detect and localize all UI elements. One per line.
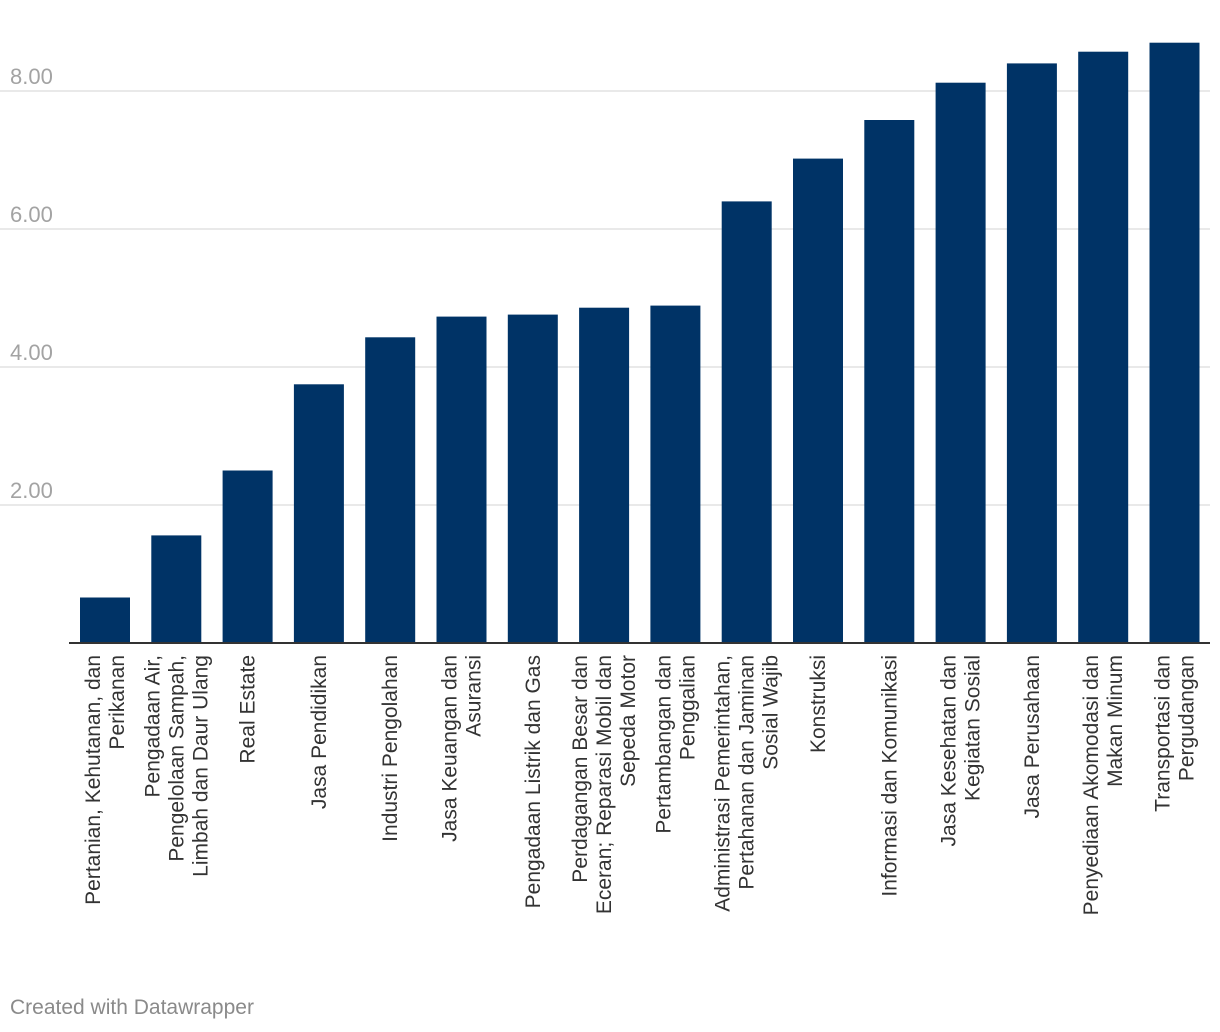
x-tick-label: Perdagangan Besar danEceran; Reparasi Mo… (569, 655, 640, 914)
x-tick-label-line: Industri Pengolahan (379, 655, 402, 842)
x-tick-label-line: Jasa Kesehatan dan (938, 655, 961, 846)
bar (935, 82, 986, 643)
bar (507, 314, 558, 643)
chart-canvas: 2.00 4.00 6.00 8.00 Pertanian, Kehutanan, d… (0, 42, 1210, 915)
bar (721, 201, 772, 643)
x-tick-label-line: Konstruksi (807, 655, 830, 753)
bar (650, 305, 701, 643)
x-tick-label-line: Pengadaan Listrik dan Gas (522, 655, 545, 908)
y-tick-label: 2.00 (10, 478, 53, 503)
x-tick-label: Jasa Perusahaan (1021, 655, 1044, 818)
x-tick-label: Industri Pengolahan (379, 655, 402, 842)
credit-text: Created with Datawrapper (10, 996, 254, 1019)
x-tick-label-line: Transportasi dan (1152, 655, 1175, 812)
x-tick-label-line: Informasi dan Komunikasi (878, 655, 901, 897)
x-tick-label-line: Penggalian (676, 655, 699, 760)
x-tick-label-line: Administrasi Pemerintahan, (712, 655, 735, 912)
bar (579, 307, 630, 643)
x-tick-label: Pengadaan Air,Pengelolaan Sampah,Limbah … (141, 655, 212, 877)
x-tick-label-line: Pergudangan (1176, 655, 1199, 781)
x-tick-label-line: Pertambangan dan (652, 655, 675, 834)
x-tick-label: Pertanian, Kehutanan, danPerikanan (82, 655, 129, 905)
x-tick-label-line: Sosial Wajib (760, 655, 783, 770)
bar (864, 120, 915, 643)
x-tick-label-line: Pertanian, Kehutanan, dan (82, 655, 105, 905)
x-tick-label-line: Perikanan (106, 655, 129, 750)
bar (151, 535, 202, 643)
x-tick-label: Konstruksi (807, 655, 830, 753)
bar (365, 337, 416, 643)
bar (222, 470, 273, 643)
x-tick-label: Jasa Keuangan danAsuransi (439, 655, 486, 842)
x-tick-label-line: Real Estate (237, 655, 260, 764)
bar (1149, 42, 1200, 643)
x-tick-label-line: Eceran; Reparasi Mobil dan (593, 655, 616, 914)
x-tick-label-line: Pertahanan dan Jaminan (736, 655, 759, 890)
x-tick-label-line: Jasa Perusahaan (1021, 655, 1044, 818)
y-tick-label: 4.00 (10, 340, 53, 365)
x-tick-label: Jasa Pendidikan (308, 655, 331, 809)
x-tick-label: Real Estate (237, 655, 260, 764)
x-tick-label-line: Pengadaan Air, (141, 655, 164, 797)
x-tick-label-line: Limbah dan Daur Ulang (189, 655, 212, 877)
x-tick-label: Penyediaan Akomodasi danMakan Minum (1080, 655, 1127, 915)
x-tick-label: Administrasi Pemerintahan,Pertahanan dan… (712, 655, 783, 912)
x-tick-label: Pengadaan Listrik dan Gas (522, 655, 545, 908)
bar (293, 384, 344, 644)
x-tick-label-line: Jasa Pendidikan (308, 655, 331, 809)
x-tick-label-line: Sepeda Motor (617, 655, 640, 787)
bars (80, 42, 1200, 644)
bar (80, 597, 130, 643)
x-tick-label-line: Pengelolaan Sampah, (165, 655, 188, 862)
x-tick-label-line: Perdagangan Besar dan (569, 655, 592, 883)
x-tick-label-line: Jasa Keuangan dan (439, 655, 462, 842)
x-tick-label-line: Asuransi (463, 655, 486, 737)
x-tick-label: Jasa Kesehatan danKegiatan Sosial (938, 655, 985, 846)
x-tick-label-line: Makan Minum (1104, 655, 1127, 787)
x-tick-label: Informasi dan Komunikasi (878, 655, 901, 897)
y-axis-ticks: 2.00 4.00 6.00 8.00 (10, 64, 53, 503)
bar-chart: 2.00 4.00 6.00 8.00 Pertanian, Kehutanan, d… (0, 42, 1210, 915)
x-tick-label-line: Kegiatan Sosial (962, 655, 985, 801)
y-tick-label: 8.00 (10, 64, 53, 89)
x-tick-label-line: Penyediaan Akomodasi dan (1080, 655, 1103, 915)
bar (1006, 63, 1057, 643)
x-tick-label: Pertambangan danPenggalian (652, 655, 699, 834)
bar (793, 158, 843, 643)
x-axis-ticks: Pertanian, Kehutanan, danPerikanan Pengad… (82, 655, 1199, 915)
bar (436, 316, 487, 643)
x-tick-label: Transportasi danPergudangan (1152, 655, 1199, 812)
bar (1078, 51, 1129, 643)
y-tick-label: 6.00 (10, 202, 53, 227)
